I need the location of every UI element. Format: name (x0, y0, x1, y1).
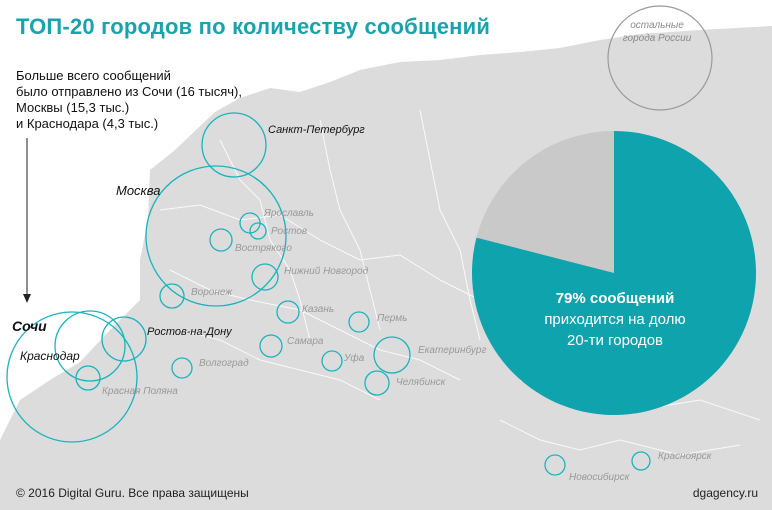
label-kazan: Казань (302, 304, 335, 315)
label-moscow: Москва (116, 183, 161, 198)
circle-voronezh (159, 283, 185, 309)
circle-volgograd (171, 357, 193, 379)
others-circle (607, 5, 713, 111)
others-label-line: остальные (630, 20, 684, 31)
page-title: ТОП-20 городов по количеству сообщений (16, 14, 491, 39)
circle-spb (201, 112, 267, 178)
circle-sochi (6, 311, 138, 443)
copyright: © 2016 Digital Guru. Все права защищены (16, 486, 249, 500)
circle-vostryakovo (209, 228, 233, 252)
label-krasnaya-polyana: Красная Поляна (102, 386, 178, 397)
circle-novosibirsk (544, 454, 566, 476)
label-yaroslavl: Ярославль (264, 208, 314, 219)
circle-nizhny (251, 263, 279, 291)
note-line: Больше всего сообщений (16, 68, 171, 83)
circle-ufa (321, 350, 343, 372)
circle-chelyabinsk (364, 370, 390, 396)
label-chelyabinsk: Челябинск (396, 377, 446, 388)
region-borders (159, 109, 761, 456)
circle-ekb (373, 336, 411, 374)
label-samara: Самара (287, 336, 324, 347)
label-vostryakovo: Вострякого (235, 243, 292, 254)
label-krasnoyarsk: Красноярск (658, 451, 712, 462)
pointer-arrow (23, 138, 31, 303)
label-ekb: Екатеринбург (418, 345, 487, 356)
label-volgograd: Волгоград (199, 358, 249, 369)
note-line: Москвы (15,3 тыс.) (16, 100, 130, 115)
note-line: было отправлено из Сочи (16 тысяч), (16, 84, 242, 99)
site-link[interactable]: dgagency.ru (692, 486, 758, 500)
label-spb: Санкт-Петербург (268, 124, 365, 136)
label-rostov-don: Ростов-на-Дону (147, 326, 232, 338)
label-nizhny: Нижний Новгород (284, 266, 369, 277)
label-novosibirsk: Новосибирск (569, 472, 630, 483)
circle-krasnodar (54, 310, 126, 382)
others-label-line: города России (622, 33, 692, 44)
circle-rostov-don (101, 316, 147, 362)
city-circles (6, 112, 651, 476)
label-voronezh: Воронеж (191, 287, 233, 298)
pie-caption-line: 20-ти городов (567, 332, 663, 349)
circle-krasnoyarsk (631, 451, 651, 471)
note-line: и Краснодара (4,3 тыс.) (16, 116, 159, 131)
label-sochi: Сочи (12, 318, 47, 334)
circle-samara (259, 334, 283, 358)
circle-rostov (249, 222, 267, 240)
summary-note: Больше всего сообщений было отправлено и… (16, 68, 242, 132)
pie-caption-line: приходится на долю (544, 311, 686, 328)
label-rostov: Ростов (271, 226, 308, 237)
pie-slice-top20 (472, 131, 756, 415)
label-ufa: Уфа (344, 353, 365, 364)
pie-percent: 79% сообщений (555, 290, 675, 307)
circle-perm (348, 311, 370, 333)
circle-moscow (145, 165, 287, 307)
circle-kazan (276, 300, 300, 324)
label-krasnodar: Краснодар (20, 349, 80, 363)
others-label: остальные города России (612, 19, 702, 45)
label-perm: Пермь (377, 313, 408, 324)
circle-krasnaya-polyana (75, 365, 101, 391)
pie-caption: 79% сообщений приходится на долю 20-ти г… (520, 288, 710, 351)
